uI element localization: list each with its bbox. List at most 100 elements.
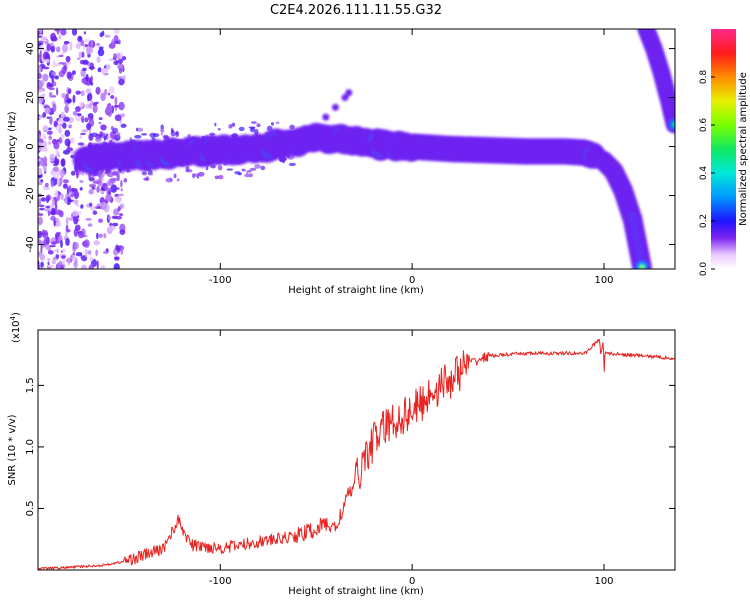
spectrogram-noise-blob: [117, 206, 121, 212]
spectrogram-noise-blob: [84, 117, 89, 123]
spectrogram-noise-blob: [92, 102, 98, 107]
spectrogram-noise-blob: [81, 129, 89, 133]
spectrogram-noise-blob: [55, 254, 60, 259]
spectrogram-noise-blob: [44, 208, 50, 212]
spectrogram-noise-blob: [104, 171, 108, 175]
spectrogram-noise-blob: [50, 42, 54, 46]
spectrogram-noise-blob: [275, 121, 280, 125]
spectrogram-noise-blob: [79, 36, 82, 40]
spectrogram-noise-blob: [53, 249, 59, 252]
spectrogram-noise-blob: [82, 44, 86, 51]
spectrogram-noise-blob: [42, 112, 46, 118]
spectrogram-noise-blob: [84, 248, 88, 258]
spectrogram-noise-blob: [102, 251, 109, 254]
spectrogram-noise-blob: [96, 232, 99, 240]
spectrogram-noise-blob: [104, 88, 108, 96]
spectrogram-noise-blob: [42, 51, 50, 60]
spectrogram-noise-blob: [120, 113, 126, 118]
spectrogram-noise-blob: [83, 239, 90, 248]
spectrogram-noise-blob: [98, 132, 106, 138]
spectrogram-noise-blob: [108, 190, 111, 196]
spectrogram-noise-blob: [80, 132, 86, 135]
spectrogram-noise-blob: [88, 183, 97, 188]
spectrogram-noise-blob: [67, 88, 72, 95]
spectrogram-noise-blob: [50, 216, 56, 221]
y-tick-label: 1.5: [25, 377, 36, 393]
spectrogram-spur-cell: [331, 103, 339, 111]
spectrogram-noise-blob: [66, 186, 69, 195]
spectrogram-noise-blob: [47, 127, 52, 131]
spectrogram-noise-blob: [98, 233, 103, 239]
spectrogram-noise-blob: [114, 96, 118, 106]
spectrogram-noise-blob: [185, 169, 193, 173]
spectrogram-noise-blob: [90, 82, 94, 86]
spectrogram-noise-blob: [77, 113, 82, 117]
spectrogram-noise-blob: [60, 133, 65, 139]
spectrogram-noise-blob: [80, 204, 84, 209]
spectrogram-noise-blob: [50, 180, 54, 188]
spectrogram-noise-blob: [250, 126, 256, 130]
spectrogram-noise-blob: [52, 103, 57, 113]
spectrogram-noise-blob: [100, 265, 106, 269]
spectrogram-noise-blob: [51, 71, 57, 76]
snr-series-line: [38, 338, 675, 570]
spectrogram-y-axis-label: Frequency (Hz): [7, 111, 18, 187]
spectrogram-noise-blob: [117, 58, 123, 64]
spectrogram-noise-blob: [60, 158, 66, 167]
spectrogram-noise-blob: [89, 62, 95, 71]
spectrogram-noise-blob: [118, 193, 124, 197]
colorbar-tick-label: 0.8: [699, 70, 709, 85]
spectrogram-noise-blob: [197, 171, 205, 177]
spectrogram-noise-blob: [65, 224, 69, 233]
x-tick-label: 0: [409, 275, 415, 286]
spectrogram-noise-blob: [170, 130, 176, 137]
spectrogram-noise-blob: [244, 173, 252, 178]
spectrogram-noise-blob: [78, 211, 82, 215]
spectrogram-noise-blob: [75, 90, 81, 95]
spectrogram-noise-blob: [92, 210, 98, 215]
spectrogram-noise-blob: [50, 169, 54, 176]
spectrogram-noise-blob: [38, 64, 42, 74]
spectrogram-noise-blob: [73, 199, 79, 205]
spectrogram-noise-blob: [38, 213, 44, 216]
spectrogram-noise-blob: [51, 95, 57, 98]
spectrogram-noise-blob: [192, 173, 195, 179]
spectrogram-noise-blob: [118, 101, 125, 111]
spectrogram-noise-blob: [75, 252, 83, 257]
spectrogram-noise-blob: [217, 165, 223, 171]
spectrogram-noise-blob: [79, 187, 83, 191]
snr-y-multiplier-base: (x10: [11, 320, 22, 343]
spectrogram-noise-blob: [289, 124, 295, 130]
spectrogram-noise-blob: [99, 175, 102, 185]
spectrogram-noise-blob: [112, 127, 119, 134]
spectrogram-noise-blob: [110, 95, 115, 100]
spectrogram-noise-blob: [120, 188, 124, 192]
spectrogram-noise-blob: [56, 46, 61, 53]
spectrogram-noise-blob: [38, 95, 44, 104]
spectrogram-noise-blob: [135, 127, 139, 132]
spectrogram-noise-blob: [82, 59, 89, 65]
spectrogram-noise-blob: [47, 141, 52, 145]
spectrogram-noise-blob: [64, 231, 68, 240]
spectrogram-noise-blob: [38, 80, 45, 87]
spectrogram-spur-cell: [322, 113, 330, 121]
spectrogram-noise-blob: [47, 261, 50, 266]
spectrogram-noise-blob: [106, 171, 115, 178]
spectrogram-noise-blob: [96, 43, 100, 46]
spectrogram-noise-blob: [38, 163, 45, 166]
spectrogram-noise-blob: [38, 174, 43, 179]
spectrogram-noise-blob: [115, 196, 122, 203]
spectrogram-noise-blob: [249, 167, 257, 171]
spectrogram-noise-blob: [46, 130, 53, 135]
spectrogram-noise-blob: [38, 72, 42, 80]
spectrogram-noise-blob: [48, 135, 52, 141]
spectrogram-noise-blob: [71, 70, 76, 76]
colorbar-tick-label: 0.0: [699, 262, 709, 277]
snr-y-multiplier-close: ): [11, 312, 22, 316]
spectrogram-noise-blob: [99, 32, 104, 38]
spectrogram-noise-blob: [101, 173, 104, 182]
spectrogram-noise-blob: [113, 263, 120, 269]
spectrogram-noise-blob: [90, 205, 96, 211]
spectrogram-noise-blob: [111, 222, 119, 227]
